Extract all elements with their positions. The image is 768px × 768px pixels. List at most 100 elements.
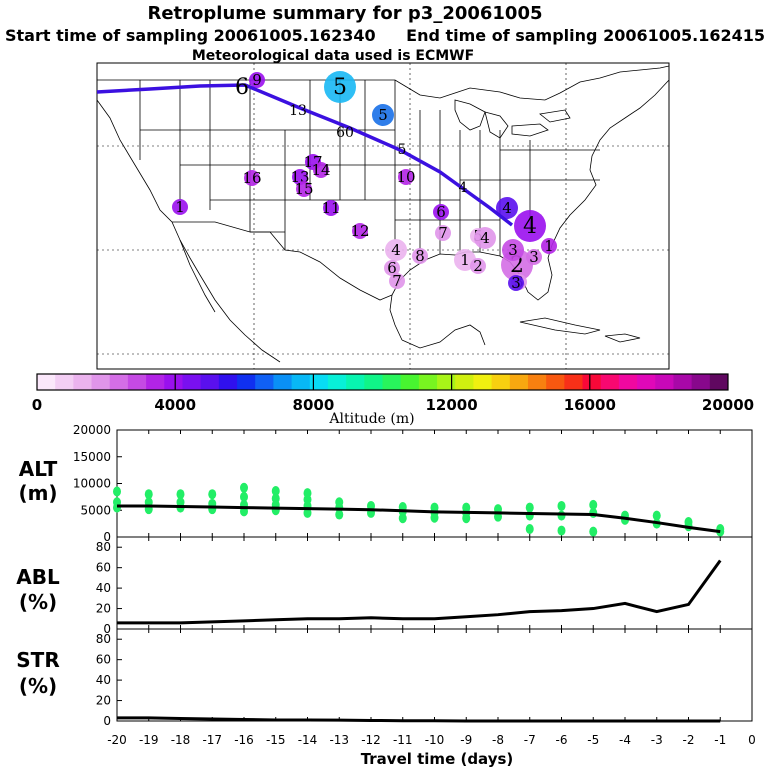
colorbar-swatch — [146, 374, 165, 390]
y-axis-unit: (%) — [19, 674, 57, 698]
plume-dot-label: 4 — [480, 229, 490, 247]
met-data-label: Meteorological data used is ECMWF — [192, 48, 474, 64]
colorbar-swatch — [291, 374, 311, 390]
colorbar-swatch — [655, 374, 674, 390]
x-axis-label: Travel time (days) — [361, 750, 514, 768]
plume-dot-label: 5 — [378, 106, 388, 124]
map-graticule — [97, 63, 669, 369]
plume-dot — [470, 258, 486, 274]
plume-dot-label: 3 — [508, 241, 518, 259]
start-time-label: Start time of sampling 20061005.162340 — [5, 26, 376, 45]
plume-dot-label: 6 — [436, 203, 446, 221]
y-axis-unit: (m) — [18, 481, 57, 505]
x-tick-label: -12 — [361, 733, 381, 747]
colorbar-swatch — [509, 374, 529, 390]
plume-dot — [372, 104, 394, 126]
alt-scatter-point — [271, 485, 280, 496]
plume-dot-label: 7 — [392, 272, 402, 290]
y-axis-label: ABL — [16, 565, 60, 589]
plume-dot — [323, 200, 339, 216]
plume-dot-label: 1 — [460, 251, 470, 269]
trajectory-label: 4 — [459, 180, 468, 196]
colorbar-swatch — [527, 374, 547, 390]
y-tick-label: 80 — [96, 540, 111, 554]
alt-scatter-point — [144, 489, 153, 500]
colorbar-swatch — [400, 374, 420, 390]
x-tick-label: -9 — [460, 733, 472, 747]
colorbar-swatch — [37, 374, 56, 390]
colorbar-tick-label: 20000 — [702, 396, 754, 414]
plume-dot — [384, 260, 400, 276]
plume-dot — [352, 223, 368, 239]
plume-dot-label: 10 — [396, 168, 415, 186]
y-tick-label: 60 — [96, 561, 111, 575]
plume-dot — [502, 239, 524, 261]
plume-dot — [172, 199, 188, 215]
plume-dot-label: 12 — [350, 222, 369, 240]
y-tick-label: 40 — [96, 673, 111, 687]
x-tick-label: -10 — [425, 733, 445, 747]
plume-dot-label: 14 — [311, 161, 330, 179]
colorbar-swatch — [455, 374, 474, 390]
y-tick-label: 60 — [96, 653, 111, 667]
series-line-str — [117, 716, 721, 723]
x-tick-label: -19 — [139, 733, 159, 747]
alt-scatter-point — [303, 507, 312, 518]
y-tick-label: 20 — [96, 602, 111, 616]
alt-scatter-point — [113, 486, 121, 497]
colorbar-tick-label: 12000 — [426, 396, 478, 414]
plume-dot-label: 4 — [502, 199, 512, 217]
colorbar-tick-label: 4000 — [154, 396, 196, 414]
alt-scatter-point — [430, 502, 439, 513]
plume-dot — [514, 210, 546, 242]
y-tick-label: 0 — [103, 622, 111, 636]
colorbar-swatch — [327, 374, 347, 390]
plume-dot-label: 7 — [438, 224, 448, 242]
colorbar-swatch — [600, 374, 620, 390]
x-tick-label: -1 — [714, 733, 726, 747]
y-tick-label: 40 — [96, 581, 111, 595]
y-tick-label: 15000 — [73, 450, 111, 464]
x-tick-label: -6 — [556, 733, 568, 747]
alt-scatter-point — [684, 517, 693, 528]
panel-frame — [116, 628, 753, 722]
alt-scatter-point — [208, 489, 217, 500]
plume-dot — [474, 227, 496, 249]
x-tick-label: -20 — [107, 733, 127, 747]
plume-dot-label: 3 — [511, 274, 521, 292]
colorbar-swatch — [673, 374, 693, 390]
colorbar-swatch — [618, 374, 638, 390]
plume-dot — [324, 71, 356, 103]
plume-dot — [508, 275, 524, 291]
alt-scatter-point — [335, 497, 344, 508]
alt-scatter-point — [240, 491, 248, 502]
colorbar-tick-label: 8000 — [293, 396, 335, 414]
colorbar-swatch — [273, 374, 293, 390]
x-axis: -20 -19 -18 -17 -16 -15 -14 -13 -12 -11 -10 -9 -8 -7-… — [107, 733, 756, 747]
colorbar-swatch — [55, 374, 74, 390]
plume-dot — [526, 249, 542, 265]
plume-dots: 55917161314151112106754678122333144413 — [172, 71, 557, 292]
panel-abl: 0 20 40 60 80 ABL(%) — [16, 536, 753, 636]
colorbar-swatch — [91, 374, 111, 390]
y-tick-label: 0 — [103, 530, 111, 544]
colorbar-swatch — [73, 374, 93, 390]
plume-dot — [296, 181, 312, 197]
x-tick-label: -7 — [524, 733, 536, 747]
colorbar-swatch — [182, 374, 202, 390]
plume-dot-label: 15 — [294, 180, 313, 198]
series-line-alt — [117, 504, 721, 534]
alt-scatter-point — [271, 493, 280, 504]
plume-dot-label: 5 — [333, 75, 347, 100]
colorbar-swatch — [164, 374, 183, 390]
trajectory-line — [96, 83, 514, 227]
colorbar-swatch — [200, 374, 220, 390]
y-tick-label: 0 — [103, 714, 111, 728]
x-tick-label: -17 — [202, 733, 222, 747]
colorbar-swatch — [691, 374, 711, 390]
plume-dot-label: 1 — [544, 237, 554, 255]
alt-scatter-point — [589, 526, 598, 537]
x-tick-label: 0 — [748, 733, 756, 747]
